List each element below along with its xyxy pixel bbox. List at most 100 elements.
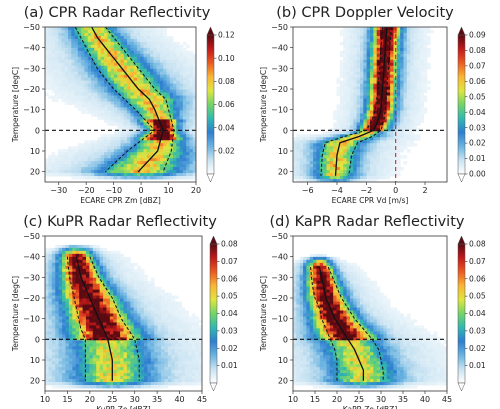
density-cell <box>71 155 75 159</box>
density-cell <box>403 44 408 49</box>
density-cell <box>157 346 162 350</box>
density-cell <box>179 101 184 105</box>
density-cell <box>186 77 190 82</box>
density-cell <box>48 325 53 329</box>
density-cell <box>90 158 95 162</box>
density-cell <box>100 83 105 88</box>
density-cell <box>120 107 125 111</box>
density-cell <box>123 149 128 153</box>
density-cell <box>173 95 177 99</box>
density-cell <box>150 32 154 37</box>
density-cell <box>61 38 66 43</box>
density-cell <box>164 325 169 329</box>
density-cell <box>62 259 66 264</box>
density-cell <box>363 47 368 52</box>
density-cell <box>182 113 187 117</box>
density-cell <box>163 152 167 156</box>
density-cell <box>373 122 378 126</box>
density-cell <box>356 74 361 79</box>
density-cell <box>164 295 169 299</box>
density-cell <box>89 349 94 353</box>
density-cell <box>120 334 124 338</box>
density-cell <box>77 101 82 105</box>
density-cell <box>85 283 90 288</box>
density-cell <box>192 125 196 129</box>
density-cell <box>84 140 89 144</box>
density-cell <box>84 32 89 37</box>
density-cell <box>136 146 141 150</box>
density-cell <box>130 95 135 99</box>
density-cell <box>164 346 169 350</box>
density-cell <box>336 158 341 162</box>
density-cell <box>45 316 49 320</box>
density-cell <box>107 110 112 114</box>
density-cell <box>171 322 176 326</box>
density-cell <box>77 158 82 162</box>
density-cell <box>79 352 83 356</box>
density-cell <box>406 122 411 126</box>
density-cell <box>51 77 56 82</box>
density-cell <box>406 74 411 79</box>
density-cell <box>353 62 358 67</box>
density-cell <box>303 158 307 162</box>
density-cell <box>163 125 167 129</box>
density-cell <box>85 316 90 320</box>
density-cell <box>120 265 124 270</box>
density-cell <box>62 322 66 326</box>
density-cell <box>67 146 72 150</box>
density-cell <box>184 346 189 350</box>
density-cell <box>45 86 49 90</box>
density-cell <box>359 62 364 67</box>
density-cell <box>82 328 87 332</box>
density-cell <box>143 343 148 347</box>
density-cell <box>110 137 115 141</box>
density-cell <box>353 47 358 52</box>
density-cell <box>117 35 121 40</box>
density-cell <box>174 352 179 356</box>
density-cell <box>104 47 108 52</box>
density-cell <box>58 65 62 70</box>
density-cell <box>366 149 371 153</box>
density-cell <box>55 343 60 347</box>
density-cell <box>339 53 344 58</box>
density-cell <box>174 337 179 341</box>
density-cell <box>107 74 112 79</box>
density-cell <box>51 173 56 177</box>
density-cell <box>346 56 351 61</box>
density-cell <box>195 349 199 353</box>
density-cell <box>140 86 144 90</box>
density-cell <box>120 140 125 144</box>
density-cell <box>130 158 135 162</box>
density-cell <box>133 146 138 150</box>
density-cell <box>113 104 118 108</box>
density-cell <box>97 95 102 99</box>
density-cell <box>61 59 66 64</box>
density-cell <box>393 59 398 64</box>
density-cell <box>117 131 121 135</box>
density-cell <box>192 86 196 90</box>
density-cell <box>356 41 361 46</box>
density-cell <box>353 35 358 40</box>
density-cell <box>386 104 391 108</box>
density-cell <box>68 343 73 347</box>
density-cell <box>143 47 148 52</box>
density-cell <box>179 56 184 61</box>
density-cell <box>326 155 331 159</box>
density-cell <box>81 107 85 111</box>
density-cell <box>136 101 141 105</box>
density-cell <box>97 146 102 150</box>
density-cell <box>396 86 401 90</box>
density-cell <box>178 334 182 338</box>
density-cell <box>64 152 69 156</box>
density-cell <box>120 77 125 82</box>
density-cell <box>150 83 154 88</box>
density-cell <box>396 92 401 96</box>
density-cell <box>94 110 98 114</box>
density-cell <box>64 158 69 162</box>
density-cell <box>191 334 196 338</box>
density-cell <box>84 107 89 111</box>
density-cell <box>316 155 321 159</box>
density-cell <box>153 140 158 144</box>
density-cell <box>123 119 128 123</box>
density-cell <box>140 110 144 114</box>
